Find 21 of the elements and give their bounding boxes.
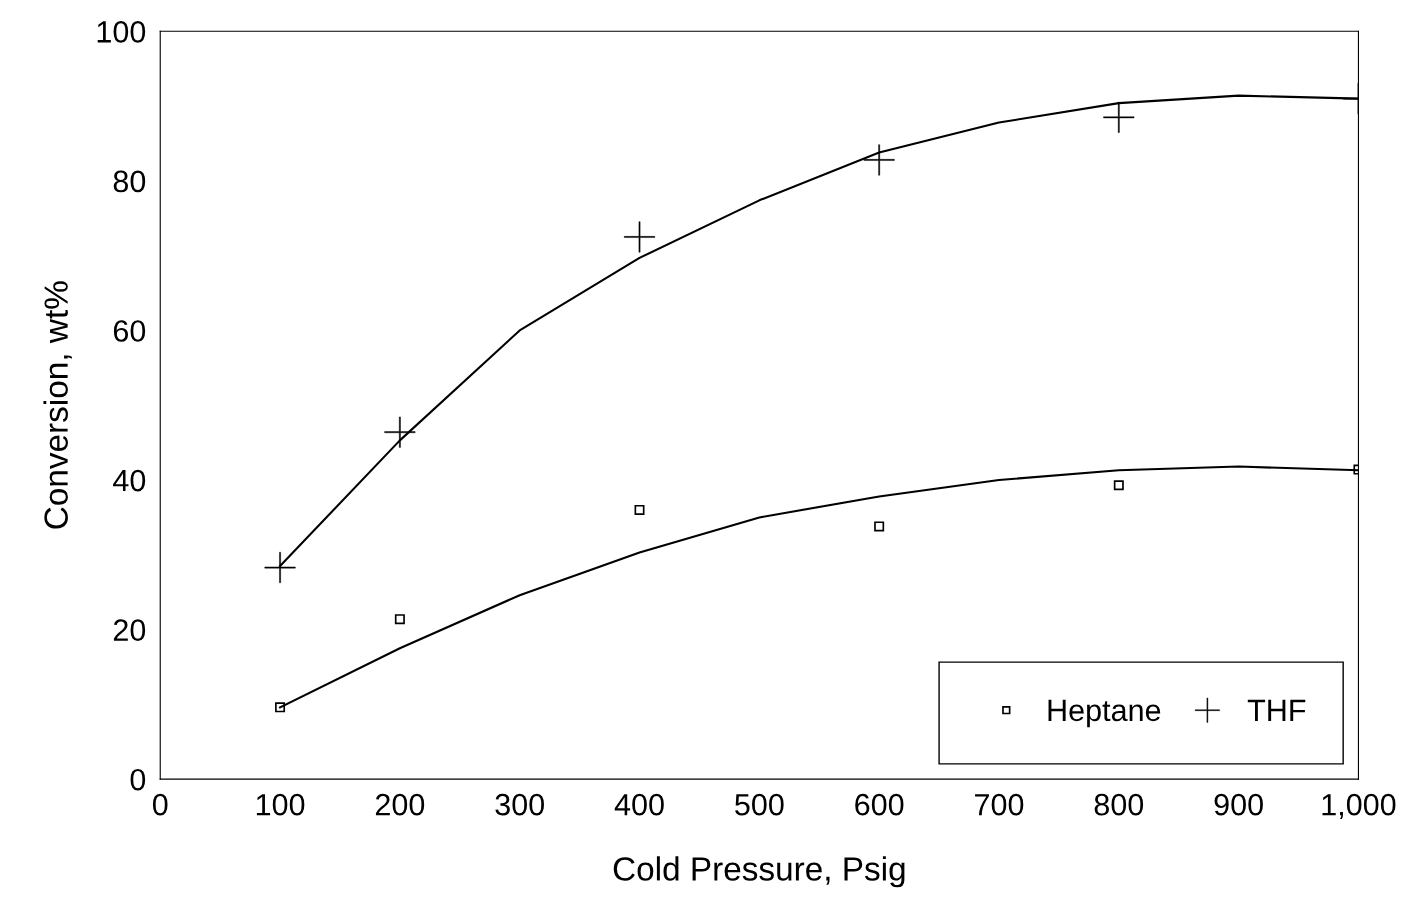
x-tick-label: 900 bbox=[1214, 793, 1263, 816]
legend-label: Heptane bbox=[1048, 699, 1161, 728]
x-tick-label: 400 bbox=[614, 793, 664, 816]
x-tick-label: 1,000 bbox=[1322, 793, 1396, 820]
x-tick-label: 700 bbox=[975, 793, 1024, 816]
x-tick-label: 200 bbox=[375, 793, 425, 816]
x-tick-label: 500 bbox=[735, 793, 784, 816]
x-tick-label: 800 bbox=[1094, 793, 1144, 816]
y-tick-label: 40 bbox=[113, 469, 146, 492]
x-axis-title: Cold Pressure, Psig bbox=[613, 856, 905, 888]
x-tick-label: 600 bbox=[855, 793, 904, 816]
y-tick-label: 0 bbox=[130, 768, 146, 791]
y-tick-label: 80 bbox=[113, 170, 146, 193]
y-tick-label: 100 bbox=[97, 21, 146, 43]
y-tick-label: 60 bbox=[113, 320, 146, 342]
y-tick-label: 20 bbox=[113, 619, 146, 641]
y-axis-title: Conversion, wt% bbox=[43, 281, 72, 529]
x-tick-label: 300 bbox=[495, 793, 544, 816]
legend-label: THF bbox=[1247, 699, 1306, 721]
x-tick-label: 100 bbox=[256, 793, 305, 816]
x-tick-label: 0 bbox=[152, 793, 168, 816]
